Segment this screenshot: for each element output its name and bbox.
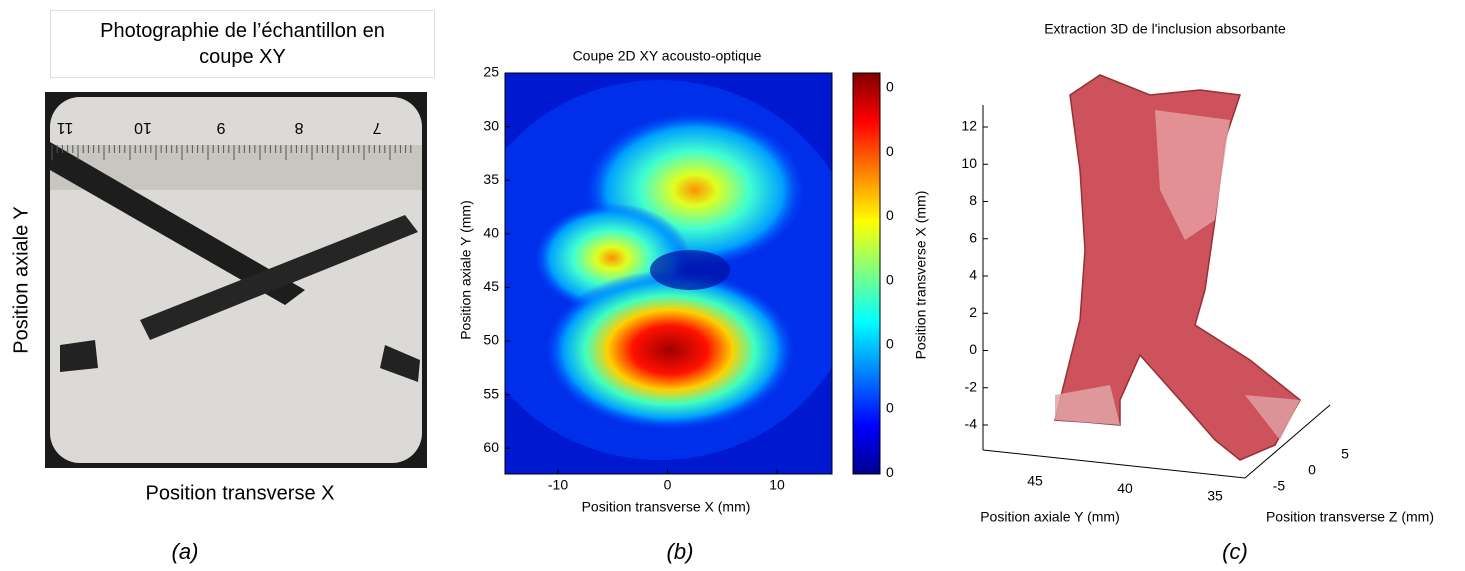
y-tick-label: 55 (483, 385, 499, 401)
x-label: Position transverse Z (mm) (1266, 509, 1434, 525)
x-tick-label: -5 (1273, 478, 1286, 494)
x-label: Position transverse X (146, 482, 335, 504)
plot-frame (504, 72, 833, 475)
x-tick-label: 10 (769, 477, 785, 493)
axis-line (982, 404, 1331, 479)
sample-photo (45, 92, 427, 468)
colorbar-tick-label: 0 (886, 143, 894, 159)
y-tick-label: 45 (483, 278, 499, 294)
z-tick-label: 4 (969, 267, 977, 283)
z-tick-label: 0 (969, 341, 977, 357)
y-tick-label: 60 (483, 439, 499, 455)
z-tick-label: 6 (969, 229, 977, 245)
x-tick-label: 0 (1308, 462, 1316, 478)
colorbar-tick-label: 0 (886, 464, 894, 480)
colorbar-tick-label: 0 (886, 79, 894, 95)
caption: (a) (172, 539, 199, 564)
y-tick-label: 45 (1027, 473, 1043, 489)
ruler-label: 7 (372, 119, 381, 136)
y-tick-label: 40 (483, 225, 499, 241)
y-tick-label: 35 (1207, 488, 1223, 504)
y-tick-label: 35 (483, 171, 499, 187)
ruler-label: 11 (57, 119, 74, 136)
x-tick-label: -10 (548, 477, 568, 493)
y-tick-label: 30 (483, 117, 499, 133)
title: Extraction 3D de l'inclusion absorbante (1044, 21, 1286, 37)
panel-a-title: Photographie de l’échantillon en coupe X… (50, 10, 435, 78)
y-label: Position axiale Y (10, 206, 32, 354)
title: Coupe 2D XY acousto-optique (573, 48, 762, 64)
z-tick-label: 12 (961, 118, 977, 134)
y-label: Position axiale Y (mm) (980, 509, 1120, 525)
z-tick-label: -4 (965, 416, 978, 432)
y-tick-label: 50 (483, 332, 499, 348)
ruler-label: 9 (216, 119, 225, 136)
ruler-label: 10 (134, 119, 152, 136)
ruler-label: 8 (294, 119, 303, 136)
caption: (c) (1222, 539, 1248, 564)
caption: (b) (667, 539, 694, 564)
colorbar-tick-label: 0 (886, 271, 894, 287)
x-tick-label: 0 (664, 477, 672, 493)
heatmap (505, 73, 832, 474)
z-tick-label: 8 (969, 192, 977, 208)
surface-3d (1054, 74, 1301, 461)
y-tick-label: 25 (483, 64, 499, 80)
colorbar-tick-label: 0 (886, 336, 894, 352)
colorbar-tick-label: 0 (886, 207, 894, 223)
z-tick-label: 2 (969, 304, 977, 320)
y-tick-label: 40 (1117, 480, 1133, 496)
z-tick-label: -2 (965, 378, 978, 394)
z-label: Position transverse X (mm) (913, 191, 929, 360)
x-label: Position transverse X (mm) (582, 499, 751, 515)
x-tick-label: 5 (1341, 446, 1349, 462)
z-tick-label: 10 (961, 155, 977, 171)
colorbar (852, 72, 881, 475)
y-label: Position axiale Y (mm) (458, 200, 474, 340)
colorbar-tick-label: 0 (886, 400, 894, 416)
